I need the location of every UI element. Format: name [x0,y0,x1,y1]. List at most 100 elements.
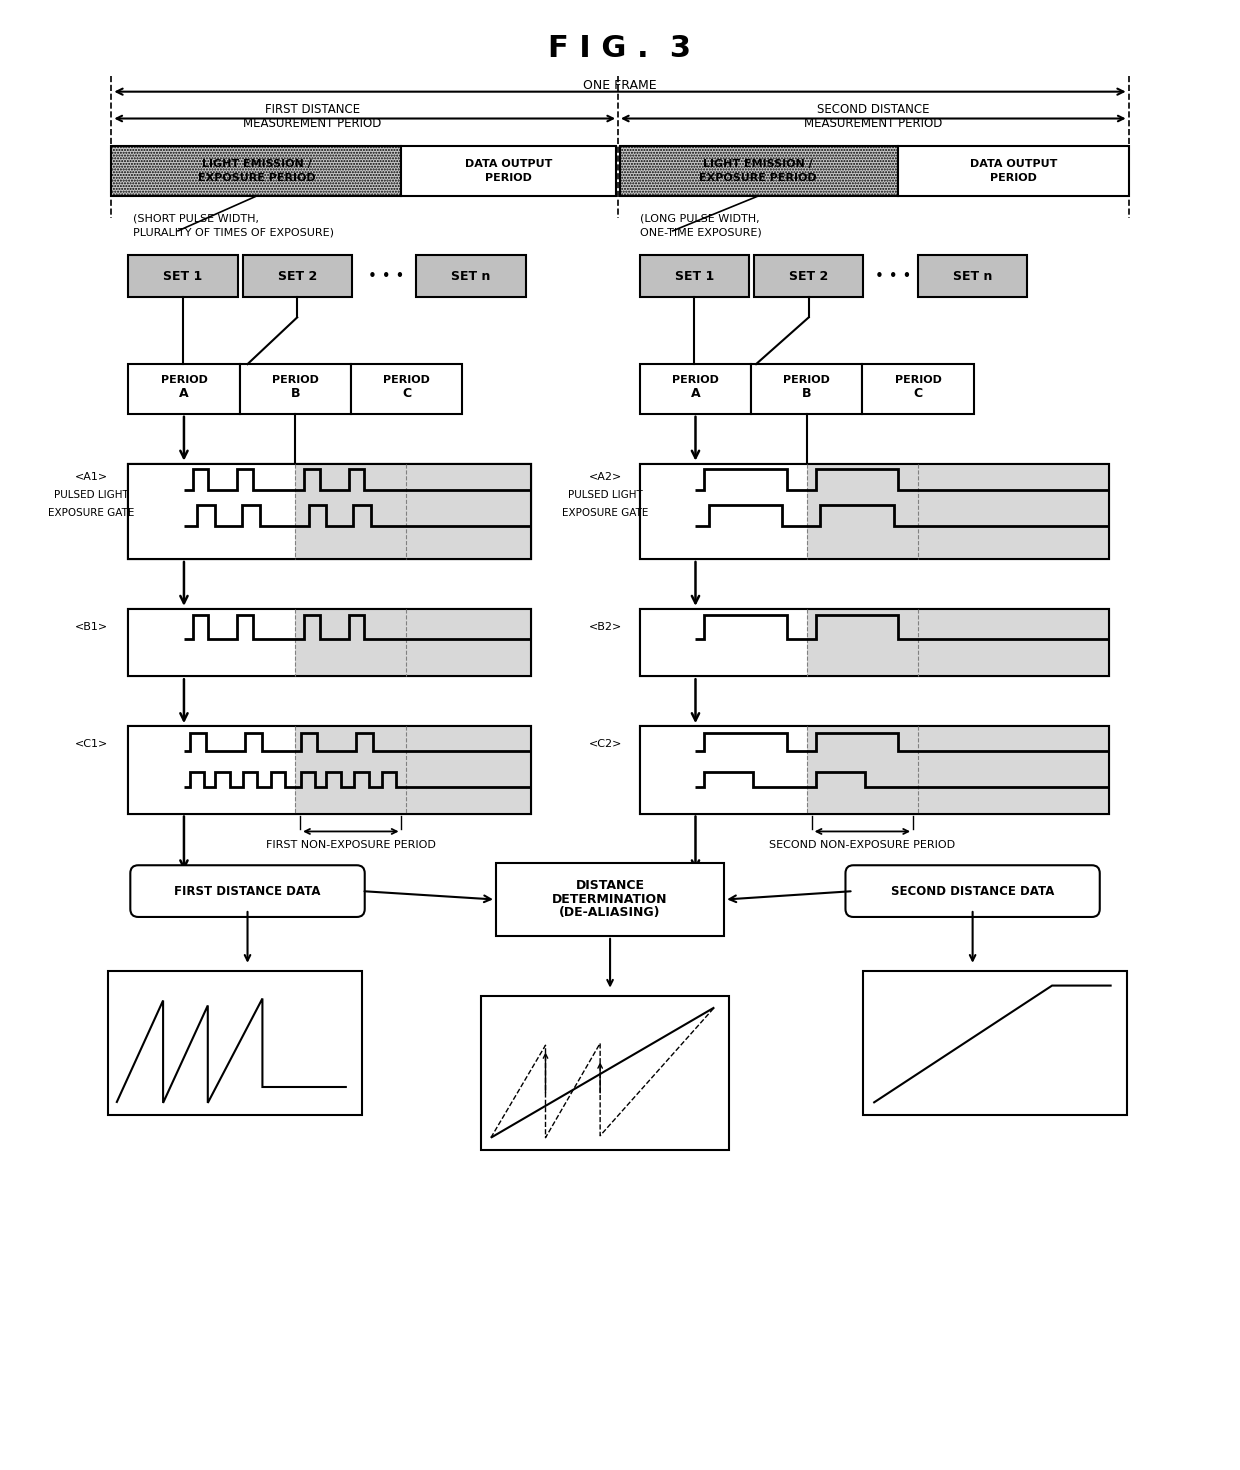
Bar [807,463,918,559]
Bar [481,995,729,1150]
Bar [128,463,531,559]
Bar [640,726,1109,813]
Bar [862,365,973,415]
Text: SET 1: SET 1 [164,270,202,284]
Bar [754,254,863,297]
Bar [417,254,526,297]
Text: FIRST DISTANCE DATA: FIRST DISTANCE DATA [175,885,321,898]
Bar [640,609,1109,676]
Text: PERIOD: PERIOD [672,375,719,385]
Bar [108,970,362,1114]
Text: <C1>: <C1> [74,739,108,748]
Bar [918,254,1027,297]
Text: <A2>: <A2> [589,472,621,482]
Bar [243,254,352,297]
Text: PULSED LIGHT: PULSED LIGHT [568,491,642,500]
Text: F I G .  3: F I G . 3 [548,34,692,63]
Bar [239,365,351,415]
Text: A: A [179,388,188,400]
Bar [295,463,407,559]
Text: LIGHT EMISSION /: LIGHT EMISSION / [202,159,311,169]
Bar [295,609,407,676]
Bar [751,365,862,415]
Text: DATA OUTPUT: DATA OUTPUT [465,159,553,169]
Bar [918,463,1109,559]
Bar [807,609,918,676]
Text: MEASUREMENT PERIOD: MEASUREMENT PERIOD [243,118,381,129]
Bar [128,609,531,676]
Bar [402,147,616,196]
Bar [128,254,238,297]
Text: <B2>: <B2> [589,622,621,632]
Bar [918,609,1109,676]
Text: SET n: SET n [952,270,992,284]
Bar [918,726,1109,813]
Bar [640,726,1109,813]
Text: DETERMINATION: DETERMINATION [552,892,668,906]
Bar [407,463,531,559]
Bar [640,254,749,297]
Text: <A1>: <A1> [74,472,108,482]
Text: PERIOD: PERIOD [990,173,1037,184]
Bar [112,147,402,196]
Bar [620,147,898,196]
Bar [128,726,531,813]
FancyBboxPatch shape [130,866,365,917]
Text: SET 2: SET 2 [789,270,828,284]
Bar [128,463,531,559]
Text: B: B [290,388,300,400]
Bar [640,463,1109,559]
Text: EXPOSURE PERIOD: EXPOSURE PERIOD [197,173,315,184]
Bar [128,726,531,813]
Bar [807,726,918,813]
FancyBboxPatch shape [846,866,1100,917]
Text: EXPOSURE GATE: EXPOSURE GATE [48,509,135,519]
Bar [128,365,239,415]
Text: SET 1: SET 1 [675,270,714,284]
Text: SECOND DISTANCE: SECOND DISTANCE [817,103,930,116]
Text: PERIOD: PERIOD [160,375,207,385]
Text: PERIOD: PERIOD [485,173,532,184]
Text: FIRST DISTANCE: FIRST DISTANCE [264,103,360,116]
Bar [407,726,531,813]
Bar [898,147,1128,196]
Bar [128,726,295,813]
Bar [620,147,898,196]
Bar [863,970,1127,1114]
Text: • • •: • • • [368,269,404,284]
Text: (DE-ALIASING): (DE-ALIASING) [559,907,661,920]
Text: LIGHT EMISSION /: LIGHT EMISSION / [703,159,813,169]
Text: PERIOD: PERIOD [383,375,430,385]
Bar [640,463,807,559]
Text: SET n: SET n [451,270,491,284]
Text: • • •: • • • [875,269,911,284]
Text: <C2>: <C2> [589,739,621,748]
Text: PLURALITY OF TIMES OF EXPOSURE): PLURALITY OF TIMES OF EXPOSURE) [133,228,335,238]
Text: SET 2: SET 2 [278,270,316,284]
Text: EXPOSURE GATE: EXPOSURE GATE [562,509,649,519]
Text: (SHORT PULSE WIDTH,: (SHORT PULSE WIDTH, [133,215,259,223]
Text: SECOND DISTANCE DATA: SECOND DISTANCE DATA [890,885,1054,898]
Text: <B1>: <B1> [74,622,108,632]
Text: C: C [914,388,923,400]
Text: EXPOSURE PERIOD: EXPOSURE PERIOD [699,173,817,184]
Bar [496,863,724,936]
Bar [640,365,751,415]
Bar [128,463,531,559]
Text: SECOND NON-EXPOSURE PERIOD: SECOND NON-EXPOSURE PERIOD [769,841,956,850]
Text: (LONG PULSE WIDTH,: (LONG PULSE WIDTH, [640,215,759,223]
Text: FIRST NON-EXPOSURE PERIOD: FIRST NON-EXPOSURE PERIOD [265,841,435,850]
Text: PERIOD: PERIOD [272,375,319,385]
Bar [640,726,807,813]
Bar [128,609,531,676]
Text: ONE FRAME: ONE FRAME [583,79,657,93]
Text: PULSED LIGHT: PULSED LIGHT [55,491,129,500]
Text: DATA OUTPUT: DATA OUTPUT [970,159,1056,169]
Text: B: B [802,388,811,400]
Text: A: A [691,388,701,400]
Bar [128,463,295,559]
Bar [295,726,407,813]
Text: PERIOD: PERIOD [784,375,830,385]
Text: DISTANCE: DISTANCE [575,879,645,892]
Bar [640,609,1109,676]
